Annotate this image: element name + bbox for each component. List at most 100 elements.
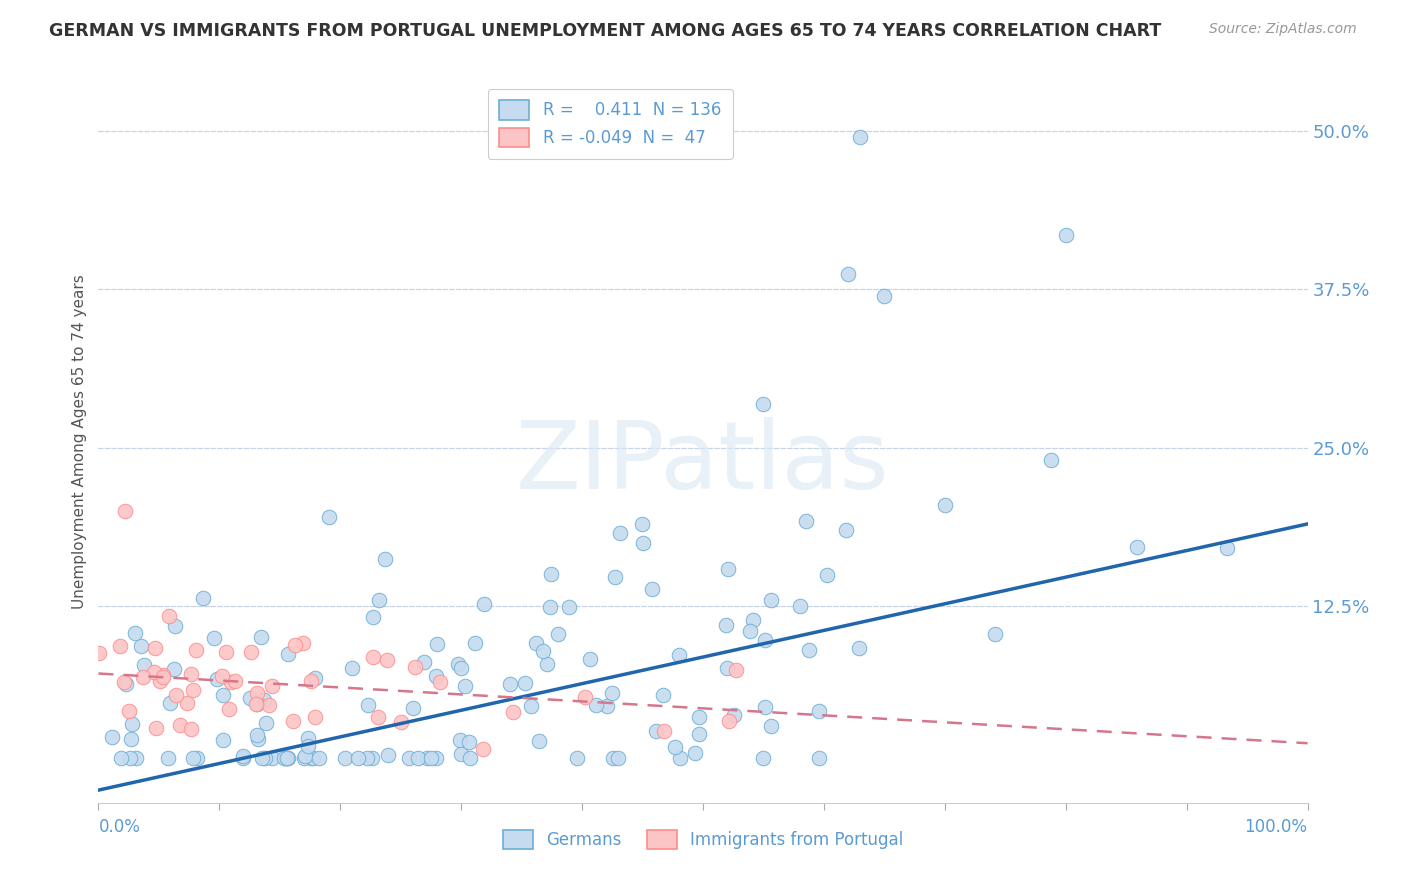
Point	[527, 734, 550, 748]
Point	[368, 592, 391, 607]
Point	[120, 751, 142, 765]
Point	[740, 624, 762, 638]
Point	[837, 267, 859, 281]
Point	[318, 509, 340, 524]
Point	[304, 671, 326, 685]
Point	[240, 645, 263, 659]
Point	[215, 644, 238, 658]
Point	[605, 569, 627, 583]
Point	[1039, 452, 1062, 467]
Point	[398, 751, 420, 765]
Point	[245, 698, 267, 712]
Text: 0.0%: 0.0%	[98, 818, 141, 836]
Point	[641, 582, 664, 596]
Point	[361, 610, 384, 624]
Point	[159, 697, 181, 711]
Point	[426, 637, 449, 651]
Point	[717, 562, 740, 576]
Point	[108, 639, 131, 653]
Point	[181, 751, 204, 765]
Point	[799, 643, 821, 657]
Point	[219, 675, 242, 690]
Point	[538, 599, 561, 614]
Point	[742, 613, 765, 627]
Point	[367, 710, 389, 724]
Point	[246, 686, 269, 700]
Point	[276, 751, 298, 765]
Point	[449, 733, 471, 747]
Point	[1126, 540, 1149, 554]
Point	[374, 551, 396, 566]
Point	[145, 721, 167, 735]
Point	[450, 661, 472, 675]
Point	[356, 751, 378, 765]
Point	[450, 747, 472, 761]
Point	[357, 698, 380, 712]
Point	[631, 536, 654, 550]
Point	[759, 719, 782, 733]
Point	[447, 657, 470, 671]
Point	[808, 704, 831, 718]
Legend: Germans, Immigrants from Portugal: Germans, Immigrants from Portugal	[494, 821, 912, 860]
Point	[284, 638, 307, 652]
Point	[143, 641, 166, 656]
Point	[246, 697, 269, 711]
Point	[239, 691, 262, 706]
Point	[565, 751, 588, 765]
Point	[257, 698, 280, 712]
Point	[464, 635, 486, 649]
Point	[180, 722, 202, 736]
Point	[299, 673, 322, 688]
Point	[163, 662, 186, 676]
Point	[120, 731, 142, 746]
Point	[717, 714, 740, 729]
Point	[425, 751, 447, 765]
Point	[260, 751, 283, 765]
Point	[596, 698, 619, 713]
Point	[524, 636, 547, 650]
Point	[292, 751, 315, 765]
Point	[1216, 541, 1239, 556]
Point	[100, 730, 122, 744]
Point	[149, 673, 172, 688]
Point	[297, 731, 319, 746]
Point	[716, 618, 738, 632]
Point	[389, 714, 412, 729]
Point	[454, 679, 477, 693]
Point	[250, 630, 273, 644]
Point	[404, 660, 426, 674]
Point	[402, 700, 425, 714]
Point	[276, 751, 298, 765]
Point	[163, 619, 186, 633]
Point	[725, 663, 748, 677]
Point	[246, 732, 269, 747]
Point	[585, 698, 607, 713]
Point	[169, 718, 191, 732]
Point	[645, 723, 668, 738]
Point	[132, 658, 155, 673]
Point	[112, 674, 135, 689]
Point	[152, 670, 174, 684]
Point	[751, 751, 773, 765]
Point	[457, 734, 479, 748]
Point	[273, 751, 295, 765]
Point	[232, 751, 254, 765]
Point	[520, 699, 543, 714]
Point	[212, 733, 235, 747]
Point	[184, 643, 207, 657]
Point	[652, 723, 675, 738]
Point	[114, 504, 136, 518]
Point	[277, 647, 299, 661]
Point	[934, 498, 956, 512]
Point	[807, 751, 830, 765]
Point	[152, 668, 174, 682]
Point	[531, 644, 554, 658]
Point	[294, 749, 316, 764]
Point	[205, 672, 228, 686]
Point	[165, 689, 187, 703]
Point	[668, 648, 690, 663]
Point	[472, 597, 495, 611]
Point	[834, 523, 856, 537]
Point	[607, 751, 630, 765]
Point	[579, 652, 602, 666]
